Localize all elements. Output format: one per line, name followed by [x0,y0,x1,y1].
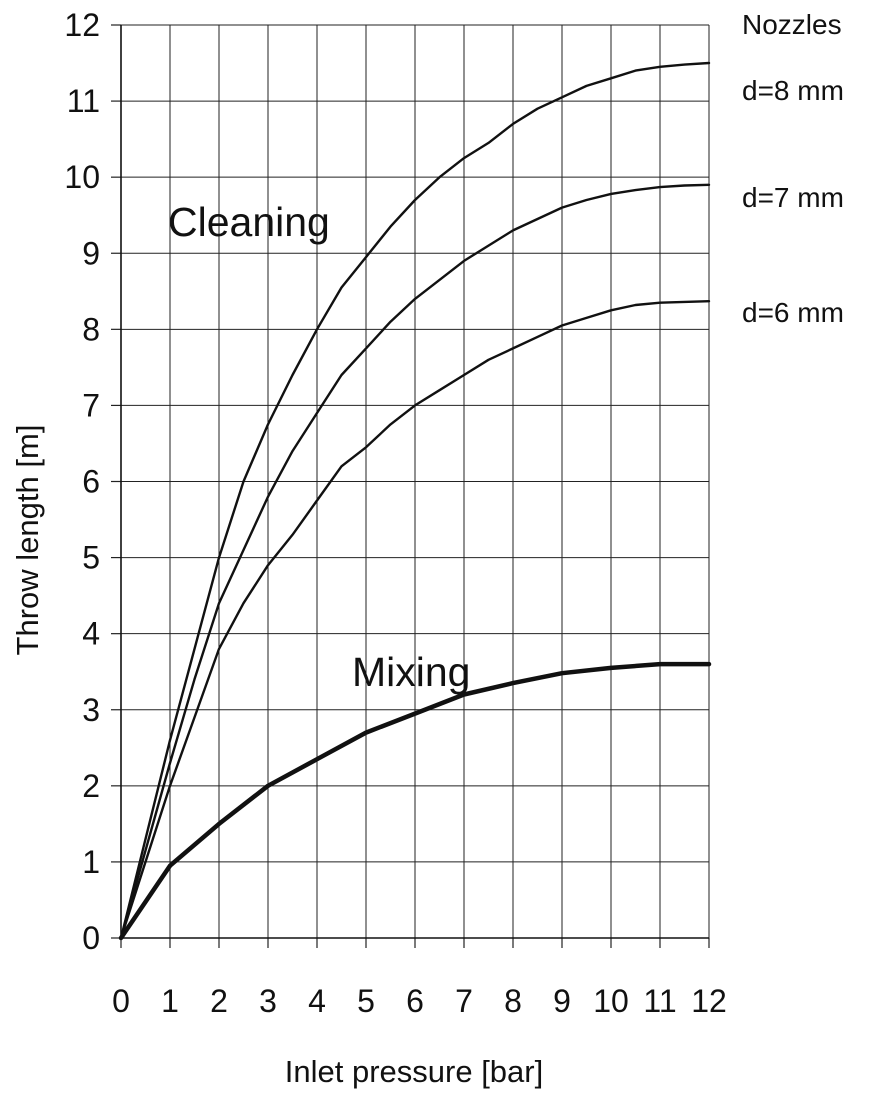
y-tick-label-4: 4 [82,616,100,652]
y-tick-label-1: 1 [82,844,100,880]
x-tick-label-9: 9 [553,983,571,1019]
x-tick-label-1: 1 [161,983,179,1019]
x-tick-label-4: 4 [308,983,326,1019]
x-tick-label-11: 11 [643,983,676,1019]
y-tick-label-11: 11 [67,83,100,119]
x-tick-label-5: 5 [357,983,375,1019]
legend-entry-d6: d=6 mm [742,297,844,328]
legend-entry-d7: d=7 mm [742,182,844,213]
y-tick-label-9: 9 [82,235,100,271]
y-tick-label-12: 12 [64,7,100,43]
x-tick-label-12: 12 [691,983,727,1019]
series-line-d-8-mm [119,61,711,940]
x-tick-label-10: 10 [593,983,629,1019]
y-axis-label: Throw length [m] [10,425,45,656]
y-tick-label-0: 0 [82,920,100,956]
y-tick-label-10: 10 [64,159,100,195]
series-line-d-7-mm [119,183,711,940]
x-axis-label: Inlet pressure [bar] [285,1054,543,1089]
x-tick-label-6: 6 [406,983,424,1019]
legend-title: Nozzles [742,9,842,40]
series-lines [118,61,712,941]
labels: Inlet pressure [bar] Throw length [m] Cl… [10,9,844,1089]
x-tick-label-7: 7 [455,983,473,1019]
y-tick-label-2: 2 [82,768,100,804]
grid-lines [120,24,710,939]
y-tick-label-8: 8 [82,311,100,347]
series-line-mixing [118,661,712,941]
y-tick-label-5: 5 [82,540,100,576]
y-tick-label-3: 3 [82,692,100,728]
x-tick-label-8: 8 [504,983,522,1019]
y-tick-label-6: 6 [82,464,100,500]
annotation-mixing: Mixing [352,649,470,695]
series-line-d-6-mm [119,300,711,940]
x-tick-label-3: 3 [259,983,277,1019]
x-tick-label-2: 2 [210,983,228,1019]
x-tick-label-0: 0 [112,983,130,1019]
y-tick-label-7: 7 [82,387,100,423]
legend-entry-d8: d=8 mm [742,75,844,106]
annotation-cleaning: Cleaning [168,199,330,245]
